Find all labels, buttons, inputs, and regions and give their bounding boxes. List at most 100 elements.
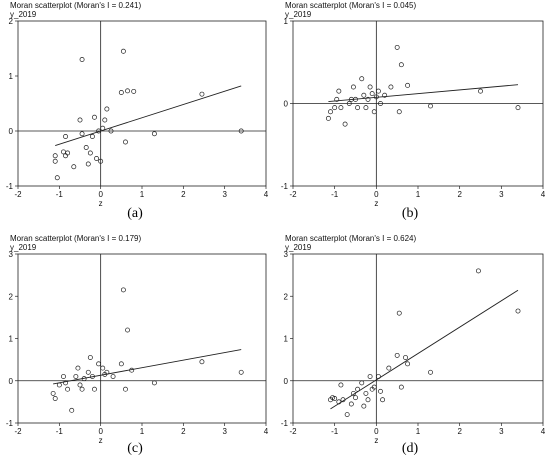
- scatter-point: [50, 390, 56, 396]
- scatter-point: [375, 88, 381, 94]
- scatter-point: [359, 76, 365, 82]
- x-axis-label: z: [99, 436, 103, 445]
- scatter-point: [365, 397, 371, 403]
- scatter-point: [367, 84, 373, 90]
- scatter-point: [350, 390, 356, 396]
- x-tick-label: -2: [14, 427, 22, 436]
- scatter-point: [396, 310, 402, 316]
- scatter-point: [405, 82, 411, 88]
- chart-title: Moran scatterplot (Moran's I = 0.179): [10, 234, 141, 243]
- y-tick-label: 2: [9, 292, 14, 301]
- scatter-point: [365, 96, 371, 102]
- scatter-point: [325, 115, 331, 121]
- scatter-point: [388, 84, 394, 90]
- scatter-point: [110, 374, 116, 379]
- scatter-point: [238, 128, 244, 134]
- scatter-point: [87, 355, 93, 360]
- panel-label: (b): [402, 206, 419, 221]
- scatter-point: [92, 386, 97, 392]
- panel-label: (a): [127, 206, 143, 221]
- scatter-panel: Moran scatterplot (Moran's I = 0.179)y_2…: [6, 234, 269, 456]
- scatter-point: [56, 382, 62, 388]
- scatter-point: [199, 91, 205, 97]
- scatter-point: [355, 386, 361, 392]
- scatter-point: [54, 175, 60, 181]
- x-tick-label: 2: [181, 190, 186, 199]
- scatter-point: [65, 386, 71, 392]
- scatter-panel: Moran scatterplot (Moran's I = 0.624)y_2…: [281, 234, 546, 456]
- x-axis-label: z: [99, 199, 103, 208]
- y-tick-label: 0: [9, 377, 14, 386]
- y-tick-label: 0: [9, 127, 14, 136]
- scatter-panel: Moran scatterplot (Moran's I = 0.045)y_2…: [281, 1, 546, 221]
- y-axis-label: y_2019: [10, 10, 37, 19]
- x-tick-label: 0: [98, 190, 103, 199]
- scatter-point: [405, 361, 411, 367]
- x-tick-label: 1: [140, 427, 145, 436]
- scatter-point: [361, 403, 367, 409]
- scatter-point: [355, 105, 361, 111]
- scatter-point: [151, 131, 157, 137]
- plot-frame: [17, 253, 267, 424]
- scatter-point: [367, 374, 373, 379]
- scatter-point: [77, 117, 83, 123]
- scatter-point: [403, 355, 408, 360]
- scatter-point: [102, 117, 108, 123]
- regression-line: [330, 289, 519, 410]
- x-tick-label: -1: [331, 427, 339, 436]
- x-tick-label: 3: [222, 427, 227, 436]
- x-tick-label: 3: [222, 190, 227, 199]
- scatter-point: [238, 369, 244, 375]
- scatter-point: [100, 365, 106, 371]
- scatter-point: [394, 44, 400, 50]
- scatter-point: [61, 374, 66, 379]
- scatter-point: [87, 150, 93, 156]
- x-tick-label: -1: [331, 190, 339, 199]
- scatter-point: [478, 88, 483, 94]
- scatter-point: [398, 62, 404, 68]
- x-tick-label: 0: [98, 427, 103, 436]
- y-tick-label: -1: [6, 419, 14, 428]
- scatter-point: [52, 153, 58, 159]
- panel-label: (c): [127, 441, 143, 456]
- x-tick-label: 4: [264, 427, 269, 436]
- scatter-point: [515, 308, 521, 314]
- scatter-point: [394, 352, 400, 358]
- x-tick-label: 4: [541, 190, 546, 199]
- x-tick-label: 4: [541, 427, 546, 436]
- x-tick-label: 1: [416, 427, 421, 436]
- scatter-point: [378, 388, 383, 394]
- scatter-point: [382, 92, 388, 98]
- scatter-point: [73, 374, 79, 379]
- scatter-point: [120, 48, 126, 54]
- scatter-point: [63, 380, 68, 386]
- scatter-point: [89, 374, 95, 379]
- scatter-point: [363, 105, 369, 111]
- scatter-point: [373, 94, 379, 100]
- scatter-panel: Moran scatterplot (Moran's I = 0.241)y_2…: [6, 1, 269, 221]
- scatter-point: [52, 396, 58, 401]
- scatter-point: [386, 365, 392, 371]
- y-tick-label: -1: [6, 182, 14, 191]
- scatter-point: [346, 101, 352, 106]
- scatter-point: [83, 145, 89, 150]
- regression-line: [53, 349, 242, 385]
- scatter-point: [371, 109, 377, 115]
- scatter-point: [332, 105, 338, 111]
- scatter-point: [89, 134, 95, 139]
- scatter-point: [363, 390, 369, 396]
- scatter-point: [336, 88, 342, 94]
- scatter-point: [338, 105, 344, 111]
- scatter-point: [92, 114, 97, 120]
- x-tick-label: 3: [499, 427, 504, 436]
- scatter-point: [63, 134, 68, 139]
- scatter-point: [104, 369, 110, 375]
- x-tick-label: -2: [289, 427, 297, 436]
- y-tick-label: 0: [284, 100, 289, 109]
- scatter-point: [338, 382, 344, 388]
- scatter-point: [69, 407, 75, 413]
- scatter-point: [359, 380, 365, 386]
- scatter-point: [336, 399, 342, 405]
- scatter-point: [108, 128, 114, 134]
